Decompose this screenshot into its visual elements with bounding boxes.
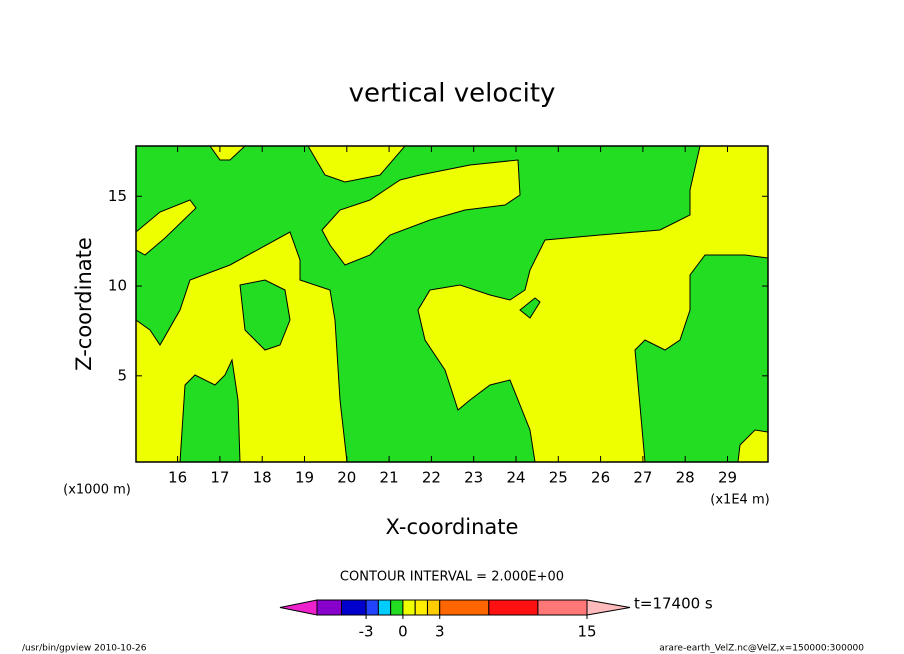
negative-holes bbox=[239, 279, 541, 351]
colorbar-segment bbox=[439, 599, 490, 616]
footer-right: arare-earth_VelZ.nc@VelZ,x=150000:300000 bbox=[659, 644, 864, 654]
colorbar-segment bbox=[537, 599, 588, 616]
x-unit-right: (x1E4 m) bbox=[710, 493, 769, 508]
colorbar-triangle bbox=[279, 599, 318, 616]
x-tick-label: 24 bbox=[506, 469, 525, 487]
x-tick-label: 27 bbox=[633, 469, 652, 487]
positive-region bbox=[321, 159, 521, 266]
colorbar-triangle bbox=[586, 599, 631, 616]
colorbar-segment bbox=[390, 599, 404, 616]
positive-region bbox=[737, 429, 768, 462]
time-label: t=17400 s bbox=[634, 595, 713, 613]
contour-interval: CONTOUR INTERVAL = 2.000E+00 bbox=[340, 570, 564, 585]
positive-regions bbox=[136, 146, 768, 462]
x-tick-label: 16 bbox=[168, 469, 187, 487]
footer-left: /usr/bin/gpview 2010-10-26 bbox=[22, 644, 147, 654]
colorbar-segment bbox=[426, 599, 441, 616]
x-tick-label: 17 bbox=[210, 469, 229, 487]
x-tick-label: 19 bbox=[295, 469, 314, 487]
y-tick-label: 5 bbox=[117, 366, 127, 384]
x-tick-label: 20 bbox=[337, 469, 356, 487]
x-tick-label: 25 bbox=[549, 469, 568, 487]
positive-region bbox=[307, 146, 406, 183]
negative-region bbox=[239, 279, 291, 351]
y-tick-label: 10 bbox=[108, 277, 127, 295]
colorbar-tick-label: -3 bbox=[359, 623, 374, 641]
positive-region bbox=[136, 199, 197, 256]
colorbar-segment bbox=[341, 599, 367, 616]
positive-region bbox=[417, 146, 768, 462]
x-tick-label: 29 bbox=[718, 469, 737, 487]
colorbar-tick-label: 0 bbox=[398, 623, 408, 641]
x-tick-label: 23 bbox=[464, 469, 483, 487]
y-axis-label: Z-coordinate bbox=[72, 237, 96, 371]
colorbar-segment bbox=[316, 599, 343, 616]
chart-title: vertical velocity bbox=[349, 79, 556, 109]
x-tick-label: 22 bbox=[422, 469, 441, 487]
x-tick-label: 18 bbox=[253, 469, 272, 487]
positive-region bbox=[136, 231, 348, 462]
colorbar-segment bbox=[365, 599, 379, 616]
y-tick-label: 15 bbox=[108, 187, 127, 205]
x-unit-left: (x1000 m) bbox=[63, 483, 131, 498]
colorbar-segment bbox=[414, 599, 428, 616]
x-tick-label: 26 bbox=[591, 469, 610, 487]
plot-frame bbox=[135, 145, 769, 463]
negative-region bbox=[519, 297, 541, 319]
positive-region bbox=[209, 146, 246, 161]
contour-field bbox=[136, 146, 768, 462]
x-tick-label: 21 bbox=[380, 469, 399, 487]
x-tick-label: 28 bbox=[676, 469, 695, 487]
colorbar-tick-label: 15 bbox=[577, 623, 596, 641]
colorbar-segment bbox=[488, 599, 539, 616]
colorbar-segment bbox=[377, 599, 392, 616]
colorbar-tick-label: 3 bbox=[435, 623, 445, 641]
x-axis-label: X-coordinate bbox=[386, 515, 519, 539]
colorbar-segment bbox=[402, 599, 416, 616]
